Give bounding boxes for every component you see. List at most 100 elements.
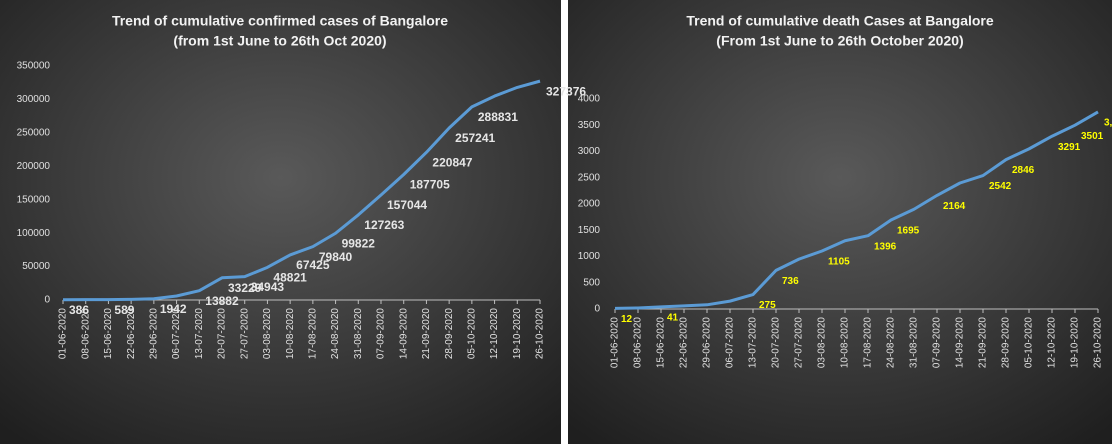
y-tick-label: 2000 [578,199,601,210]
chart-title: Trend of cumulative confirmed cases of B… [112,13,448,29]
data-label: 736 [782,276,799,287]
data-label: 1695 [897,226,920,237]
x-tick-label: 22-06-2020 [679,317,690,369]
data-label: 1105 [828,257,850,268]
data-label: 67425 [296,258,330,272]
x-tick-label: 19-10-2020 [1070,317,1081,369]
x-tick-label: 28-09-2020 [1001,317,1012,369]
x-tick-label: 24-08-2020 [886,317,897,369]
x-tick-label: 21-09-2020 [978,317,989,369]
data-label: 99822 [342,236,376,250]
x-tick-label: 26-10-2020 [535,308,546,360]
panel [568,0,1112,444]
y-tick-label: 3000 [578,146,601,157]
data-label: 2164 [943,201,966,212]
x-tick-label: 07-09-2020 [376,308,387,360]
data-label: 12 [621,314,633,325]
x-tick-label: 29-06-2020 [702,317,713,369]
y-tick-label: 250000 [17,127,51,138]
x-tick-label: 06-07-2020 [725,317,736,369]
y-tick-label: 200000 [17,161,51,172]
x-tick-label: 28-09-2020 [444,308,455,360]
x-tick-label: 15-06-2020 [103,308,114,360]
data-label: 41 [667,312,679,323]
x-tick-label: 10-08-2020 [285,308,296,360]
x-tick-label: 31-08-2020 [909,317,920,369]
y-tick-label: 3500 [578,120,601,131]
data-label: 79840 [319,250,353,264]
y-tick-label: 350000 [17,61,51,72]
x-tick-label: 05-10-2020 [466,308,477,360]
data-label: 34943 [251,280,285,294]
data-label: 33229 [228,281,262,295]
line-series [62,79,541,302]
x-tick-label: 15-06-2020 [656,317,667,369]
chart-title: Trend of cumulative death Cases at Banga… [686,13,994,29]
x-tick-label: 13-07-2020 [748,317,759,369]
data-label: 3501 [1081,131,1104,142]
data-label: 327376 [546,84,586,98]
x-tick-label: 17-08-2020 [307,308,318,360]
x-tick-label: 13-07-2020 [194,308,205,360]
data-label: 3,753 [1104,118,1112,129]
x-tick-label: 01-06-2020 [58,308,69,360]
x-tick-label: 05-10-2020 [1024,317,1035,369]
y-tick-label: 2500 [578,172,601,183]
panel [0,0,561,444]
data-label: 2542 [989,181,1012,192]
chart-subtitle: (From 1st June to 26th October 2020) [716,33,963,49]
x-tick-label: 24-08-2020 [330,308,341,360]
x-tick-label: 29-06-2020 [148,308,159,360]
y-tick-label: 4000 [578,94,601,105]
x-tick-label: 01-06-2020 [610,317,621,369]
x-tick-label: 21-09-2020 [421,308,432,360]
y-tick-label: 1000 [578,251,601,262]
y-tick-label: 0 [44,295,50,306]
data-label: 13882 [205,294,239,308]
x-tick-label: 20-07-2020 [771,317,782,369]
data-label: 127263 [364,218,404,232]
data-label: 288831 [478,110,518,124]
x-tick-label: 08-06-2020 [633,317,644,369]
chart-subtitle: (from 1st June to 26th Oct 2020) [173,33,386,49]
x-tick-label: 12-10-2020 [1047,317,1058,369]
data-label: 1942 [160,302,187,316]
data-label: 3291 [1058,142,1081,153]
y-tick-label: 300000 [17,94,51,105]
x-tick-label: 20-07-2020 [217,308,228,360]
x-tick-label: 22-06-2020 [126,308,137,360]
x-tick-label: 26-10-2020 [1093,317,1104,369]
x-tick-label: 14-09-2020 [955,317,966,369]
data-label: 386 [69,303,89,317]
data-label: 157044 [387,198,427,212]
x-tick-label: 19-10-2020 [512,308,523,360]
y-tick-label: 500 [583,277,600,288]
x-tick-label: 27-07-2020 [794,317,805,369]
y-tick-label: 1500 [578,225,601,236]
x-tick-label: 31-08-2020 [353,308,364,360]
x-tick-label: 27-07-2020 [239,308,250,360]
data-label: 1396 [874,241,897,252]
y-tick-label: 0 [594,304,600,315]
data-label: 257241 [455,131,495,145]
x-tick-label: 14-09-2020 [398,308,409,360]
x-tick-label: 08-06-2020 [80,308,91,360]
data-label: 2846 [1012,165,1035,176]
x-tick-label: 10-08-2020 [840,317,851,369]
x-tick-label: 03-08-2020 [262,308,273,360]
y-tick-label: 100000 [17,228,51,239]
y-tick-label: 50000 [22,261,50,272]
x-tick-label: 17-08-2020 [863,317,874,369]
data-label: 589 [114,303,134,317]
x-tick-label: 07-09-2020 [932,317,943,369]
line-series [614,110,1099,310]
data-label: 48821 [273,271,307,285]
data-label: 187705 [410,178,450,192]
y-tick-label: 150000 [17,194,51,205]
x-tick-label: 06-07-2020 [171,308,182,360]
x-tick-label: 03-08-2020 [817,317,828,369]
data-label: 275 [759,300,776,311]
data-label: 220847 [432,156,472,170]
